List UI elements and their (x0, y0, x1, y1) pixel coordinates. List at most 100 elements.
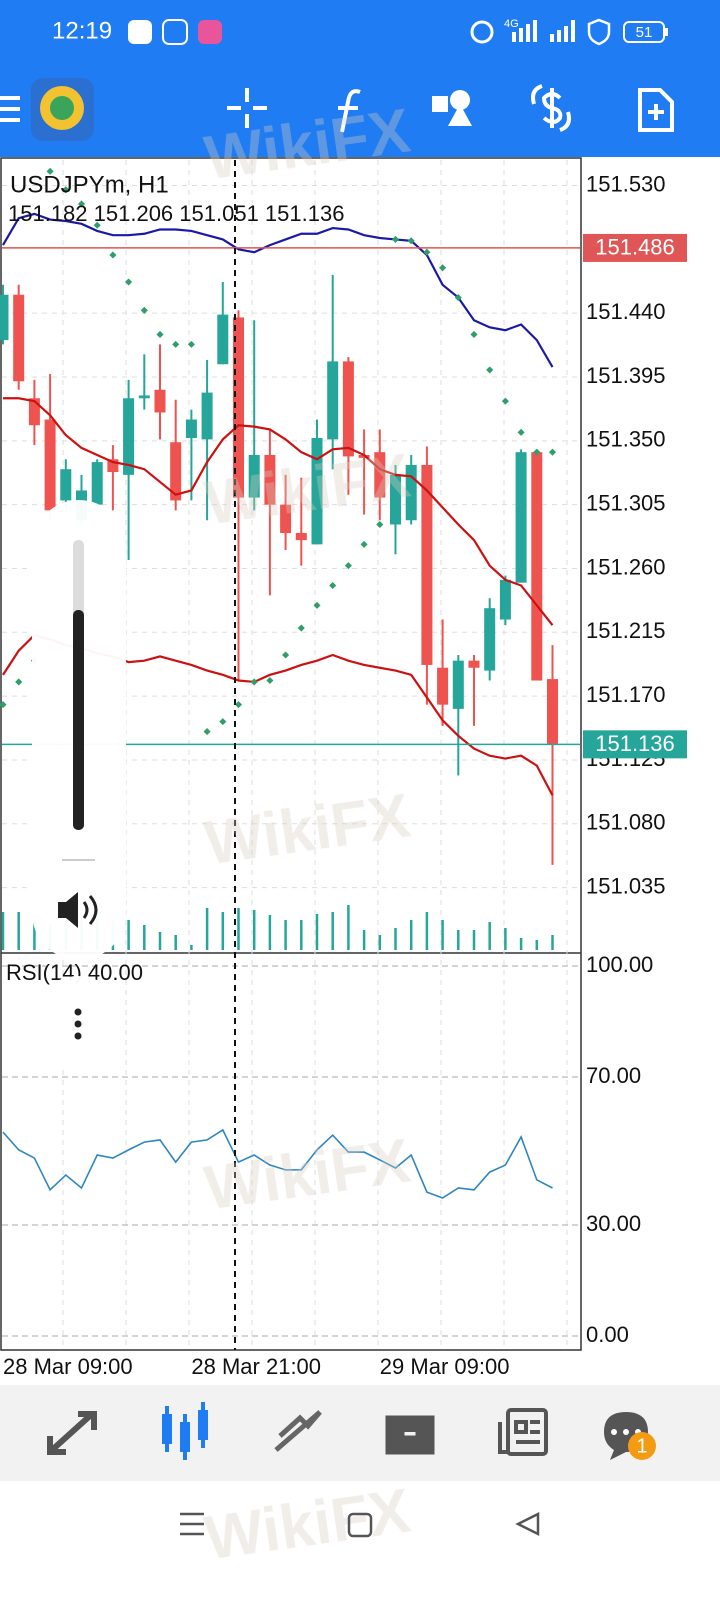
objects-button[interactable] (432, 90, 472, 126)
y-tick-label: 30.00 (586, 1211, 641, 1236)
rsi-pane: 100.00 70.00 30.00 0.00 (2, 952, 653, 1347)
candle-body (468, 660, 480, 668)
candle-body (170, 442, 182, 501)
shield-icon (587, 18, 611, 46)
x-tick-label: 28 Mar 09:00 (3, 1354, 133, 1379)
sar-dot (329, 581, 337, 590)
nav-home[interactable] (347, 1512, 373, 1538)
sar-dot (15, 678, 23, 686)
candle-body (91, 462, 103, 505)
alarm-icon (470, 20, 494, 44)
sar-dot (376, 520, 384, 529)
candle-body (484, 608, 496, 671)
candle-body (437, 667, 449, 705)
candle-body (107, 459, 119, 473)
x-tick-label: 29 Mar 09:00 (380, 1354, 510, 1379)
y-tick-label: 151.350 (586, 427, 666, 452)
sar-dot (203, 728, 211, 736)
chart-tab[interactable] (162, 1402, 208, 1460)
candle-body (138, 395, 150, 399)
sar-dot (219, 718, 227, 726)
badge-count: 1 (636, 1435, 647, 1457)
y-tick-label: 151.440 (586, 299, 666, 324)
sar-dot (344, 562, 352, 570)
y-tick-label: 151.530 (586, 171, 666, 196)
price-tag (583, 233, 687, 262)
rsi-line (2, 1128, 553, 1199)
history-tab[interactable] (385, 1415, 435, 1455)
sar-dot (46, 167, 54, 175)
y-tick-label: 151.215 (586, 618, 666, 643)
status-icon (198, 20, 222, 44)
x-tick-label: 28 Mar 21:00 (191, 1354, 321, 1379)
sar-dot (360, 540, 368, 548)
sar-dot (391, 235, 400, 243)
sar-dot (486, 366, 494, 374)
news-tab[interactable] (498, 1408, 548, 1456)
candle-body (44, 419, 56, 511)
candle-body (13, 294, 25, 382)
sar-dot (470, 330, 478, 338)
candle-body (280, 504, 292, 534)
quotes-tab[interactable] (47, 1411, 97, 1455)
more-icon (74, 1008, 82, 1040)
y-tick-label: 100.00 (586, 952, 653, 977)
price-tag (583, 730, 687, 759)
new-order-button[interactable] (638, 88, 674, 132)
candle-body (531, 452, 543, 681)
indicator-line (2, 212, 554, 368)
candle-body (201, 392, 213, 440)
app-bar (0, 0, 720, 157)
candle-body (405, 464, 417, 521)
speaker-icon[interactable] (58, 892, 98, 928)
sar-dot (0, 701, 7, 709)
sar-dot (282, 651, 290, 659)
y-tick-label: 0.00 (586, 1322, 629, 1347)
sar-dot (77, 200, 86, 208)
battery-tip (665, 28, 668, 36)
y-tick-label: 151.080 (586, 810, 666, 835)
network-type: 4G (504, 18, 519, 30)
menu-button[interactable] (0, 96, 20, 122)
nav-recent[interactable] (180, 1512, 204, 1536)
trade-button[interactable] (531, 84, 571, 132)
candle-body (217, 314, 229, 365)
signal-icon (512, 20, 575, 42)
chart-title: USDJPYm, H1 (10, 171, 169, 198)
candle-body (327, 361, 339, 440)
candle-body (154, 389, 166, 413)
candle-body (248, 455, 260, 498)
candle-body (295, 533, 307, 541)
logo-mark (50, 96, 74, 120)
crosshair-button[interactable] (227, 88, 267, 128)
sar-dot (297, 624, 305, 632)
nav-back[interactable] (515, 1511, 540, 1537)
candle-body (499, 579, 511, 620)
candle-body (0, 294, 9, 341)
candle-body (311, 437, 323, 545)
candle-body (60, 469, 72, 501)
status-icon (162, 19, 188, 45)
candle-body (515, 452, 527, 583)
candle-body (185, 419, 197, 438)
candle-body (547, 679, 558, 745)
candle-body (342, 361, 354, 457)
sar-dot (156, 330, 164, 338)
price-tag-label: 151.136 (595, 731, 675, 756)
trade-tab[interactable] (274, 1410, 322, 1452)
candle-body (28, 398, 40, 426)
candle-body (123, 398, 135, 475)
sar-dot (548, 448, 557, 456)
sar-dot (501, 397, 509, 405)
sar-dot (140, 306, 148, 314)
candle-body (421, 464, 433, 665)
sar-dot (234, 701, 243, 709)
indicators-button[interactable] (338, 89, 361, 133)
nav-bar (180, 1511, 540, 1538)
candle-body (390, 474, 401, 525)
sar-dot (407, 237, 415, 245)
status-time: 12:19 (52, 17, 112, 44)
battery-icon (623, 21, 665, 43)
battery-level: 51 (636, 24, 653, 41)
